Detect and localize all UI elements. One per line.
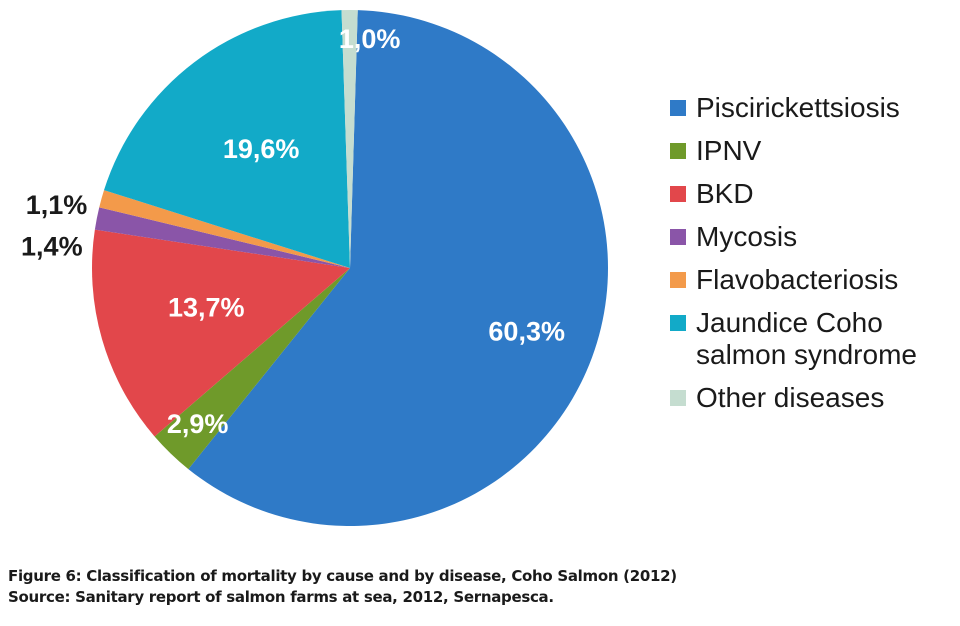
data-label-ipnv: 2,9% — [167, 409, 229, 439]
legend: Piscirickettsiosis IPNV BKD Mycosis Flav… — [670, 92, 955, 425]
legend-label: IPNV — [696, 135, 761, 167]
legend-label: Jaundice Coho salmon syndrome — [696, 307, 917, 371]
legend-label-line: BKD — [696, 178, 754, 209]
legend-label: Mycosis — [696, 221, 797, 253]
data-label-piscirickettsiosis: 60,3% — [488, 316, 565, 346]
data-label-other-diseases: 1,0% — [339, 24, 401, 54]
legend-swatch — [670, 272, 686, 288]
pie-chart: 60,3% 2,9% 13,7% 1,4% 1,1% 19,6% 1,0% — [21, 10, 609, 527]
pie-slice-flavobacteriosis — [99, 190, 350, 268]
legend-label: Other diseases — [696, 382, 884, 414]
pie-slice-other-diseases — [341, 10, 358, 269]
legend-label: BKD — [696, 178, 754, 210]
legend-item-mycosis: Mycosis — [670, 221, 955, 253]
legend-swatch — [670, 390, 686, 406]
pie-slice-jaundice-coho-salmon-syndrome — [104, 10, 350, 269]
pie-slice-bkd — [91, 229, 350, 437]
caption-title: Figure 6: Classification of mortality by… — [8, 567, 677, 585]
data-label-flavobacteriosis: 1,1% — [26, 190, 88, 220]
legend-swatch — [670, 315, 686, 331]
legend-swatch — [670, 229, 686, 245]
legend-item-ipnv: IPNV — [670, 135, 955, 167]
legend-label-line: Flavobacteriosis — [696, 264, 899, 295]
pie-slice-piscirickettsiosis — [188, 10, 609, 527]
pie-slice-ipnv — [154, 268, 350, 470]
legend-label-line: Jaundice Coho — [696, 307, 883, 338]
legend-label: Piscirickettsiosis — [696, 92, 900, 124]
legend-label-line: Piscirickettsiosis — [696, 92, 900, 123]
figure-caption: Figure 6: Classification of mortality by… — [8, 566, 677, 608]
legend-swatch — [670, 186, 686, 202]
data-label-jaundice-coho-salmon-syndrome: 19,6% — [223, 134, 300, 164]
legend-item-other-diseases: Other diseases — [670, 382, 955, 414]
legend-swatch — [670, 143, 686, 159]
legend-item-bkd: BKD — [670, 178, 955, 210]
legend-label-line: Mycosis — [696, 221, 798, 252]
legend-label-line: Other diseases — [696, 382, 885, 413]
legend-label-line: salmon syndrome — [696, 339, 917, 370]
legend-item-flavobacteriosis: Flavobacteriosis — [670, 264, 955, 296]
legend-item-jaundice: Jaundice Coho salmon syndrome — [670, 307, 955, 371]
legend-label: Flavobacteriosis — [696, 264, 898, 296]
caption-source: Source: Sanitary report of salmon farms … — [8, 588, 554, 606]
legend-label-line: IPNV — [696, 135, 762, 166]
legend-swatch — [670, 100, 686, 116]
data-label-bkd: 13,7% — [168, 293, 245, 323]
data-label-mycosis: 1,4% — [21, 232, 83, 262]
legend-item-piscirickettsiosis: Piscirickettsiosis — [670, 92, 955, 124]
pie-slice-mycosis — [94, 207, 350, 268]
